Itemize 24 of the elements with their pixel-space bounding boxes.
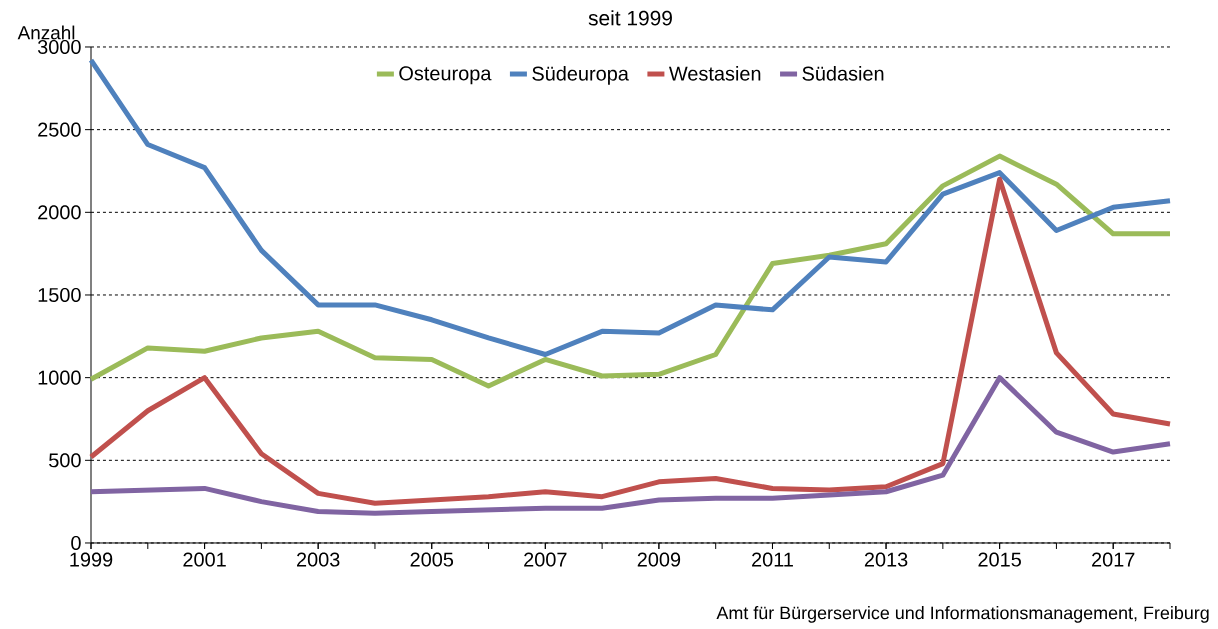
legend-label: Westasien <box>668 66 761 81</box>
y-tick-label: 0 <box>71 535 81 551</box>
x-tick-label: 2007 <box>524 552 567 567</box>
chart-title: seit 1999 <box>588 10 672 26</box>
y-tick-label: 1000 <box>38 370 81 385</box>
x-tick-label: 2015 <box>978 552 1021 567</box>
legend-label: Südeuropa <box>532 66 629 85</box>
text: Amt für Bürgerservice und Informationsmanagement, Freiburg <box>716 606 1209 623</box>
x-tick-label: 2001 <box>183 552 226 567</box>
y-tick-label: 1500 <box>38 287 81 303</box>
x-tick-label: 2003 <box>297 552 340 567</box>
x-tick-label: 2009 <box>637 552 681 567</box>
y-tick-label: 3000 <box>37 39 81 55</box>
legend-label: Osteuropa <box>399 66 492 85</box>
legend-label: Südasien <box>802 66 884 81</box>
y-tick-label: 500 <box>49 453 81 468</box>
x-tick-label: 1999 <box>70 552 113 567</box>
x-tick-label: 2013 <box>864 552 908 567</box>
x-tick-label: 2011 <box>752 552 793 567</box>
x-tick-label: 2005 <box>410 552 454 567</box>
y-axis-title: Anzahl <box>17 25 75 40</box>
y-tick-label: 2500 <box>38 122 81 137</box>
x-tick-label: 2017 <box>1092 552 1135 567</box>
y-tick-label: 2000 <box>38 205 81 220</box>
